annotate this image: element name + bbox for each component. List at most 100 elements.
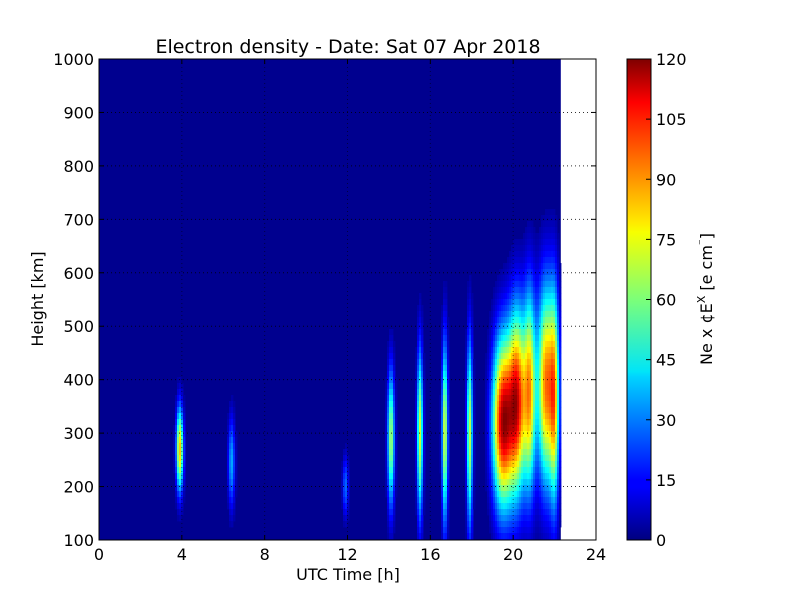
- heatmap-cell: [551, 461, 554, 468]
- heatmap-cell: [443, 377, 446, 384]
- heatmap-cell: [447, 473, 450, 480]
- heatmap-cell: [549, 371, 552, 378]
- heatmap-cell: [393, 395, 396, 402]
- heatmap-cell: [495, 329, 498, 336]
- heatmap-cell: [497, 275, 500, 282]
- heatmap-cell: [393, 377, 396, 384]
- heatmap-cell: [551, 419, 554, 426]
- heatmap-cell: [467, 425, 470, 432]
- heatmap-cell: [559, 389, 562, 396]
- heatmap-cell: [503, 293, 506, 300]
- heatmap-cell: [491, 365, 494, 372]
- heatmap-cell: [497, 383, 500, 390]
- heatmap-cell: [473, 473, 476, 480]
- heatmap-cell: [467, 497, 470, 504]
- heatmap-cell: [505, 275, 508, 282]
- heatmap-cell: [557, 371, 560, 378]
- heatmap-cell: [523, 455, 526, 462]
- heatmap-cell: [517, 515, 520, 522]
- heatmap-cell: [387, 341, 390, 348]
- heatmap-cell: [419, 377, 422, 384]
- heatmap-cell: [505, 473, 508, 480]
- heatmap-cell: [549, 419, 552, 426]
- heatmap-cell: [509, 491, 512, 498]
- heatmap-cell: [521, 341, 524, 348]
- heatmap-cell: [343, 467, 346, 474]
- heatmap-cell: [539, 281, 542, 288]
- heatmap-cell: [503, 455, 506, 462]
- heatmap-cell: [389, 401, 392, 408]
- heatmap-cell: [341, 503, 344, 510]
- heatmap-cell: [553, 473, 556, 480]
- heatmap-cell: [537, 365, 540, 372]
- heatmap-cell: [551, 401, 554, 408]
- heatmap-cell: [501, 269, 504, 276]
- heatmap-cell: [509, 257, 512, 264]
- heatmap-cell: [545, 359, 548, 366]
- heatmap-cell: [491, 533, 494, 540]
- heatmap-cell: [507, 353, 510, 360]
- heatmap-cell: [555, 245, 558, 252]
- x-axis-label: UTC Time [h]: [296, 565, 400, 584]
- heatmap-cell: [551, 251, 554, 258]
- heatmap-cell: [385, 479, 388, 486]
- heatmap-cell: [485, 389, 488, 396]
- heatmap-cell: [537, 275, 540, 282]
- heatmap-cell: [417, 437, 420, 444]
- heatmap-cell: [537, 473, 540, 480]
- heatmap-cell: [447, 485, 450, 492]
- heatmap-cell: [507, 473, 510, 480]
- heatmap-cell: [421, 329, 424, 336]
- heatmap-cell: [521, 311, 524, 318]
- heatmap-cell: [513, 407, 516, 414]
- heatmap-cell: [447, 467, 450, 474]
- heatmap-cell: [347, 461, 350, 468]
- heatmap-cell: [395, 467, 398, 474]
- heatmap-cell: [495, 317, 498, 324]
- heatmap-cell: [545, 233, 548, 240]
- heatmap-cell: [539, 329, 542, 336]
- heatmap-cell: [181, 395, 184, 402]
- heatmap-cell: [495, 365, 498, 372]
- heatmap-cell: [527, 527, 530, 534]
- heatmap-cell: [485, 461, 488, 468]
- heatmap-cell: [417, 407, 420, 414]
- heatmap-cell: [491, 329, 494, 336]
- heatmap-cell: [389, 491, 392, 498]
- heatmap-cell: [499, 503, 502, 510]
- heatmap-cell: [527, 521, 530, 528]
- heatmap-cell: [499, 389, 502, 396]
- heatmap-cell: [471, 431, 474, 438]
- heatmap-cell: [175, 401, 178, 408]
- heatmap-cell: [531, 521, 534, 528]
- heatmap-cell: [545, 503, 548, 510]
- heatmap-cell: [537, 485, 540, 492]
- heatmap-cell: [471, 401, 474, 408]
- heatmap-cell: [501, 371, 504, 378]
- heatmap-cell: [521, 395, 524, 402]
- heatmap-cell: [549, 497, 552, 504]
- heatmap-cell: [447, 323, 450, 330]
- heatmap-cell: [555, 287, 558, 294]
- heatmap-cell: [547, 425, 550, 432]
- heatmap-cell: [523, 269, 526, 276]
- heatmap-cell: [555, 251, 558, 258]
- heatmap-cell: [507, 497, 510, 504]
- heatmap-cell: [487, 389, 490, 396]
- heatmap-cell: [447, 389, 450, 396]
- heatmap-cell: [493, 383, 496, 390]
- heatmap-cell: [421, 503, 424, 510]
- heatmap-cell: [519, 311, 522, 318]
- heatmap-cell: [501, 347, 504, 354]
- heatmap-cell: [529, 503, 532, 510]
- heatmap-cell: [487, 449, 490, 456]
- heatmap-cell: [177, 491, 180, 498]
- heatmap-cell: [235, 491, 238, 498]
- heatmap-cell: [443, 431, 446, 438]
- heatmap-cell: [391, 413, 394, 420]
- heatmap-cell: [509, 431, 512, 438]
- heatmap-cell: [471, 305, 474, 312]
- heatmap-cell: [515, 287, 518, 294]
- heatmap-cell: [503, 353, 506, 360]
- heatmap-cell: [417, 353, 420, 360]
